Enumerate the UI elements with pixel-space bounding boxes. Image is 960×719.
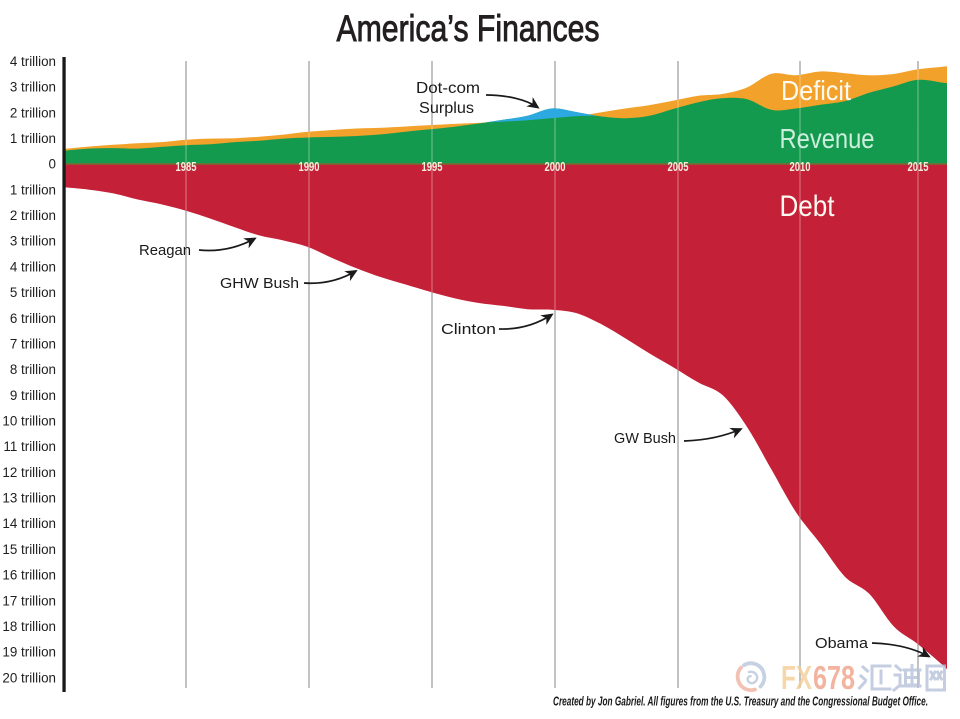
svg-text:FX: FX (781, 659, 812, 696)
svg-text:4 trillion: 4 trillion (10, 259, 56, 274)
svg-text:18 trillion: 18 trillion (2, 619, 56, 634)
svg-text:1 trillion: 1 trillion (10, 182, 56, 197)
svg-text:17 trillion: 17 trillion (2, 593, 56, 608)
svg-text:13 trillion: 13 trillion (2, 491, 56, 506)
svg-text:Revenue: Revenue (780, 123, 875, 154)
svg-text:6 trillion: 6 trillion (10, 311, 56, 326)
svg-text:Dot-com: Dot-com (416, 80, 480, 97)
svg-text:Deficit: Deficit (781, 75, 851, 106)
svg-text:5 trillion: 5 trillion (10, 285, 56, 300)
svg-text:Reagan: Reagan (139, 242, 191, 259)
svg-text:4 trillion: 4 trillion (10, 54, 56, 69)
svg-text:2010: 2010 (790, 160, 811, 174)
svg-text:1985: 1985 (176, 160, 197, 174)
svg-text:GHW Bush: GHW Bush (220, 275, 299, 292)
svg-text:7 trillion: 7 trillion (10, 337, 56, 352)
svg-text:Surplus: Surplus (419, 100, 474, 117)
svg-text:1 trillion: 1 trillion (10, 131, 56, 146)
svg-text:Clinton: Clinton (441, 321, 496, 338)
svg-text:12 trillion: 12 trillion (2, 465, 56, 480)
svg-text:14 trillion: 14 trillion (2, 516, 56, 531)
svg-text:1990: 1990 (299, 160, 320, 174)
svg-text:2000: 2000 (545, 160, 566, 174)
svg-text:2 trillion: 2 trillion (10, 208, 56, 223)
svg-text:Obama: Obama (815, 635, 869, 652)
svg-text:2015: 2015 (908, 160, 929, 174)
svg-text:3 trillion: 3 trillion (10, 80, 56, 95)
svg-text:3 trillion: 3 trillion (10, 234, 56, 249)
svg-text:0: 0 (49, 157, 56, 172)
svg-text:20 trillion: 20 trillion (2, 670, 56, 685)
svg-text:2005: 2005 (668, 160, 689, 174)
svg-text:16 trillion: 16 trillion (2, 568, 56, 583)
svg-text:1995: 1995 (422, 160, 443, 174)
svg-text:2 trillion: 2 trillion (10, 105, 56, 120)
svg-text:America’s Finances: America’s Finances (337, 8, 600, 49)
svg-text:11 trillion: 11 trillion (3, 439, 56, 454)
svg-text:GW Bush: GW Bush (614, 430, 676, 447)
svg-text:Debt: Debt (780, 190, 836, 223)
svg-text:8 trillion: 8 trillion (10, 362, 56, 377)
svg-text:678: 678 (813, 659, 855, 696)
svg-text:9 trillion: 9 trillion (10, 388, 56, 403)
svg-text:15 trillion: 15 trillion (2, 542, 56, 557)
svg-text:19 trillion: 19 trillion (2, 645, 56, 660)
svg-text:10 trillion: 10 trillion (2, 414, 56, 429)
svg-text:Created by Jon Gabriel. All fi: Created by Jon Gabriel. All figures from… (553, 695, 928, 709)
